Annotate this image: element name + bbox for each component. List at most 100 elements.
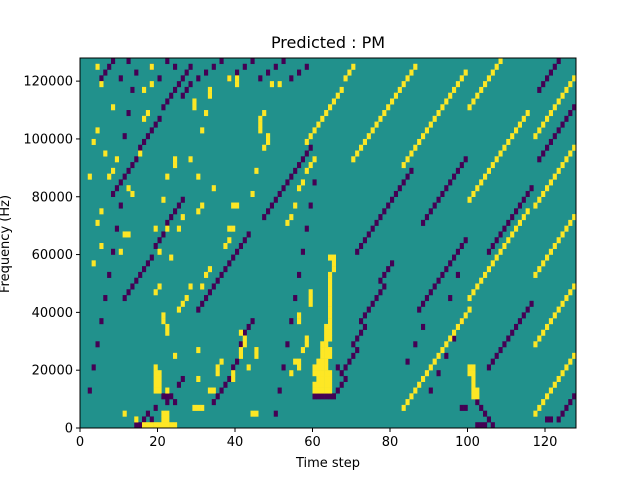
- heatmap-cell-high: [490, 69, 495, 76]
- heatmap-cell-high: [328, 335, 333, 342]
- y-tick-label: 80000: [32, 190, 73, 205]
- heatmap-cell-high: [331, 98, 336, 105]
- heatmap-cell-high: [552, 104, 557, 111]
- heatmap-cell-low: [277, 190, 282, 197]
- heatmap-cell-low: [258, 75, 263, 82]
- heatmap-cell-low: [169, 214, 174, 221]
- heatmap-cell-high: [250, 190, 255, 197]
- heatmap-cell-low: [552, 133, 557, 140]
- heatmap-cell-low: [246, 323, 251, 330]
- heatmap-cell-low: [219, 271, 224, 278]
- heatmap-cell-high: [173, 352, 178, 359]
- heatmap-cell-low: [440, 190, 445, 197]
- heatmap-cell-high: [149, 63, 154, 70]
- heatmap-cell-high: [134, 416, 139, 423]
- heatmap-cell-high: [541, 260, 546, 267]
- heatmap-cell-high: [207, 92, 212, 99]
- heatmap-cell-high: [300, 179, 305, 186]
- heatmap-cell-low: [242, 63, 247, 70]
- heatmap-cell-low: [339, 370, 344, 377]
- heatmap-cell-low: [87, 387, 92, 394]
- heatmap-cell-high: [320, 375, 325, 382]
- heatmap-cell-low: [541, 81, 546, 88]
- heatmap-cell-high: [161, 312, 166, 319]
- heatmap-cell-high: [374, 121, 379, 128]
- heatmap-cell-high: [324, 370, 329, 377]
- heatmap-cell-high: [568, 81, 573, 88]
- heatmap-cell-high: [331, 254, 336, 261]
- heatmap-cell-low: [161, 393, 166, 400]
- heatmap-cell-low: [118, 179, 123, 186]
- heatmap-cell-high: [560, 162, 565, 169]
- heatmap-cell-high: [304, 167, 309, 174]
- heatmap-cell-low: [498, 347, 503, 354]
- heatmap-cell-high: [467, 104, 472, 111]
- heatmap-cell-low: [266, 208, 271, 215]
- heatmap-cell-low: [281, 364, 286, 371]
- heatmap-cell-high: [312, 156, 317, 163]
- heatmap-cell-high: [188, 283, 193, 290]
- heatmap-cell-high: [328, 329, 333, 336]
- heatmap-cell-low: [207, 289, 212, 296]
- heatmap-cell-low: [138, 144, 143, 151]
- heatmap-cell-high: [258, 127, 263, 134]
- heatmap-cell-high: [173, 156, 178, 163]
- heatmap-cell-high: [204, 271, 209, 278]
- heatmap-cell-high: [541, 329, 546, 336]
- heatmap-cell-low: [153, 243, 158, 250]
- heatmap-cell-high: [328, 277, 333, 284]
- heatmap-cell-high: [316, 370, 321, 377]
- heatmap-cell-high: [149, 81, 154, 88]
- heatmap-cell-high: [386, 104, 391, 111]
- heatmap-cell-high: [161, 416, 166, 423]
- heatmap-cell-high: [483, 81, 488, 88]
- heatmap-cell-high: [328, 352, 333, 359]
- heatmap-cell-low: [134, 156, 139, 163]
- heatmap-cell-high: [514, 127, 519, 134]
- heatmap-cell-low: [405, 173, 410, 180]
- heatmap-cell-low: [316, 393, 321, 400]
- heatmap-cell-low: [324, 393, 329, 400]
- heatmap-cell-low: [169, 393, 174, 400]
- heatmap-cell-high: [324, 341, 329, 348]
- heatmap-cell-high: [114, 156, 119, 163]
- heatmap-cell-high: [316, 358, 321, 365]
- heatmap-cell-high: [316, 364, 321, 371]
- heatmap-cell-low: [169, 92, 174, 99]
- heatmap-cell-low: [428, 289, 433, 296]
- heatmap-cell-high: [192, 404, 197, 411]
- heatmap-cell-low: [304, 63, 309, 70]
- chart-title: Predicted : PM: [271, 33, 385, 52]
- heatmap-cell-low: [510, 329, 515, 336]
- heatmap-cell-high: [432, 358, 437, 365]
- heatmap-cell-low: [355, 248, 360, 255]
- y-tick-label: 120000: [23, 75, 73, 90]
- heatmap-cell-low: [297, 69, 302, 76]
- heatmap-cell-high: [436, 110, 441, 117]
- heatmap-cell-low: [289, 173, 294, 180]
- heatmap-cell-high: [486, 167, 491, 174]
- plot-border: [79, 57, 577, 429]
- heatmap-cell-high: [498, 58, 503, 65]
- heatmap-cell-high: [405, 399, 410, 406]
- heatmap-cell-high: [483, 271, 488, 278]
- heatmap-cell-high: [533, 202, 538, 209]
- heatmap-cell-high: [312, 364, 317, 371]
- heatmap-cell-high: [145, 110, 150, 117]
- heatmap-cell-low: [421, 300, 426, 307]
- heatmap-cell-low: [541, 150, 546, 157]
- heatmap-cell-high: [300, 347, 305, 354]
- heatmap-cell-high: [211, 185, 216, 192]
- heatmap-cell-high: [161, 196, 166, 203]
- heatmap-cell-low: [281, 58, 286, 65]
- heatmap-cell-high: [413, 387, 418, 394]
- heatmap-cell-high: [471, 190, 476, 197]
- heatmap-cell-low: [235, 358, 240, 365]
- heatmap-cell-high: [324, 110, 329, 117]
- heatmap-cell-high: [537, 127, 542, 134]
- heatmap-cell-low: [111, 190, 116, 197]
- heatmap-cell-high: [556, 306, 561, 313]
- heatmap-cell-low: [428, 387, 433, 394]
- heatmap-cell-high: [572, 352, 577, 359]
- heatmap-cell-low: [211, 63, 216, 70]
